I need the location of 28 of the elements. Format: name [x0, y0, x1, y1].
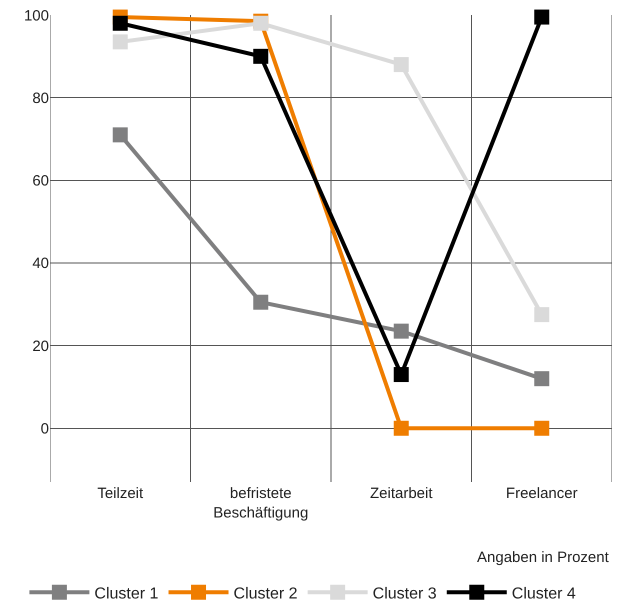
y-tick-label: 100: [24, 7, 49, 24]
legend-label: Cluster 2: [234, 586, 298, 603]
y-tick-label: 60: [32, 172, 49, 190]
legend-label: Cluster 1: [94, 586, 159, 603]
y-tick-label: 0: [40, 420, 49, 438]
point: [534, 420, 550, 436]
legend-label: Cluster 3: [372, 586, 437, 603]
point: [112, 34, 128, 50]
point: [112, 127, 128, 142]
y-tick-label: 20: [32, 338, 49, 355]
y-tick-label: 40: [32, 255, 49, 272]
point: [534, 371, 550, 386]
point: [394, 367, 409, 382]
point: [394, 420, 409, 436]
point: [112, 16, 128, 31]
point: [394, 57, 409, 72]
point: [394, 324, 409, 339]
text: Angaben in Prozent: [477, 549, 610, 566]
point: [253, 48, 268, 64]
x-tick-label: befristete Beschäftigung: [213, 485, 308, 522]
legend-label: Cluster 4: [512, 586, 576, 603]
point: [534, 307, 550, 322]
y-tick-label: 80: [32, 90, 49, 107]
x-tick-label: Freelancer: [506, 485, 578, 502]
x-tick-label: Teilzeit: [97, 485, 144, 502]
point: [534, 10, 550, 25]
x-tick-label: Zeitarbeit: [370, 485, 434, 502]
point: [253, 294, 268, 310]
